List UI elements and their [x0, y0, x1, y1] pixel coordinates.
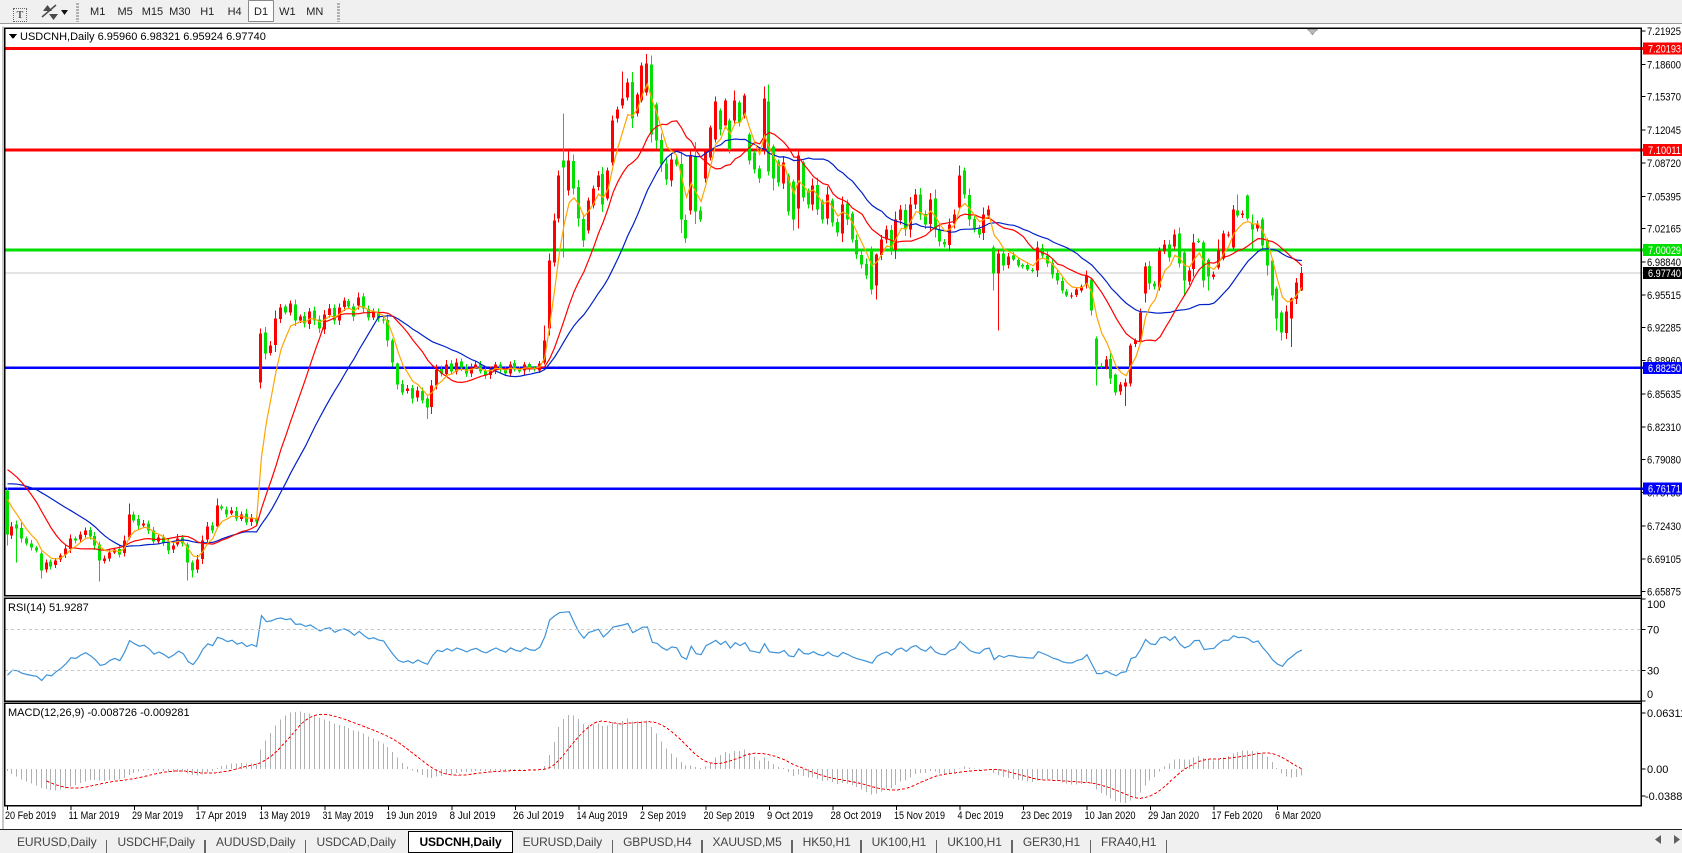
- svg-text:20 Feb 2019: 20 Feb 2019: [5, 810, 56, 822]
- svg-text:23 Dec 2019: 23 Dec 2019: [1021, 810, 1072, 822]
- svg-text:13 May 2019: 13 May 2019: [259, 810, 310, 822]
- svg-text:MACD(12,26,9) -0.008726 -0.009: MACD(12,26,9) -0.008726 -0.009281: [8, 707, 190, 719]
- svg-text:17 Feb 2020: 17 Feb 2020: [1212, 810, 1263, 822]
- svg-text:29 Mar 2019: 29 Mar 2019: [132, 810, 183, 822]
- svg-text:26 Jul 2019: 26 Jul 2019: [513, 810, 564, 822]
- svg-text:7.10011: 7.10011: [1648, 145, 1681, 157]
- svg-text:17 Apr 2019: 17 Apr 2019: [196, 810, 247, 822]
- svg-text:20 Sep 2019: 20 Sep 2019: [704, 810, 755, 822]
- svg-text:11 Mar 2019: 11 Mar 2019: [69, 810, 120, 822]
- svg-text:2 Sep 2019: 2 Sep 2019: [640, 810, 686, 822]
- svg-text:6.72430: 6.72430: [1647, 521, 1681, 533]
- svg-text:6.98840: 6.98840: [1647, 257, 1681, 269]
- svg-text:8 Jul 2019: 8 Jul 2019: [450, 810, 496, 822]
- svg-text:70: 70: [1647, 624, 1659, 636]
- svg-text:0.063113: 0.063113: [1647, 708, 1682, 720]
- svg-text:29 Jan 2020: 29 Jan 2020: [1148, 810, 1199, 822]
- svg-text:100: 100: [1647, 599, 1665, 611]
- svg-text:USDCNH,Daily 6.95960 6.98321: USDCNH,Daily 6.95960 6.98321 6.95924 6.9…: [20, 31, 266, 43]
- svg-text:0: 0: [1647, 689, 1653, 701]
- svg-text:6.85635: 6.85635: [1647, 389, 1681, 401]
- svg-text:14 Aug 2019: 14 Aug 2019: [577, 810, 628, 822]
- svg-text:7.21925: 7.21925: [1647, 26, 1681, 38]
- svg-text:6 Mar 2020: 6 Mar 2020: [1275, 810, 1321, 822]
- svg-text:6.95515: 6.95515: [1647, 290, 1681, 302]
- svg-text:9 Oct 2019: 9 Oct 2019: [767, 810, 813, 822]
- svg-text:6.97740: 6.97740: [1648, 268, 1681, 280]
- svg-text:15 Nov 2019: 15 Nov 2019: [894, 810, 945, 822]
- svg-text:-0.038875: -0.038875: [1645, 791, 1682, 803]
- svg-text:7.18600: 7.18600: [1647, 59, 1681, 71]
- svg-text:6.82310: 6.82310: [1647, 422, 1681, 434]
- svg-text:0.00: 0.00: [1647, 764, 1668, 776]
- svg-text:6.92285: 6.92285: [1647, 322, 1681, 334]
- svg-text:RSI(14) 51.9287: RSI(14) 51.9287: [8, 602, 89, 614]
- svg-text:6.88250: 6.88250: [1648, 363, 1681, 375]
- svg-text:4 Dec 2019: 4 Dec 2019: [958, 810, 1004, 822]
- svg-text:7.02165: 7.02165: [1647, 224, 1681, 236]
- svg-text:7.20193: 7.20193: [1648, 43, 1681, 55]
- svg-text:28 Oct 2019: 28 Oct 2019: [831, 810, 882, 822]
- svg-text:7.05395: 7.05395: [1647, 191, 1681, 203]
- svg-text:6.79080: 6.79080: [1647, 455, 1681, 467]
- svg-text:6.65875: 6.65875: [1647, 587, 1681, 599]
- svg-text:6.69105: 6.69105: [1647, 554, 1681, 566]
- svg-text:6.76171: 6.76171: [1648, 484, 1681, 496]
- svg-text:7.08720: 7.08720: [1647, 158, 1681, 170]
- svg-text:31 May 2019: 31 May 2019: [323, 810, 374, 822]
- svg-text:30: 30: [1647, 665, 1659, 677]
- svg-text:7.00029: 7.00029: [1648, 245, 1681, 257]
- svg-text:7.15370: 7.15370: [1647, 92, 1681, 104]
- svg-text:10 Jan 2020: 10 Jan 2020: [1085, 810, 1136, 822]
- svg-text:19 Jun 2019: 19 Jun 2019: [386, 810, 437, 822]
- svg-text:7.12045: 7.12045: [1647, 125, 1681, 137]
